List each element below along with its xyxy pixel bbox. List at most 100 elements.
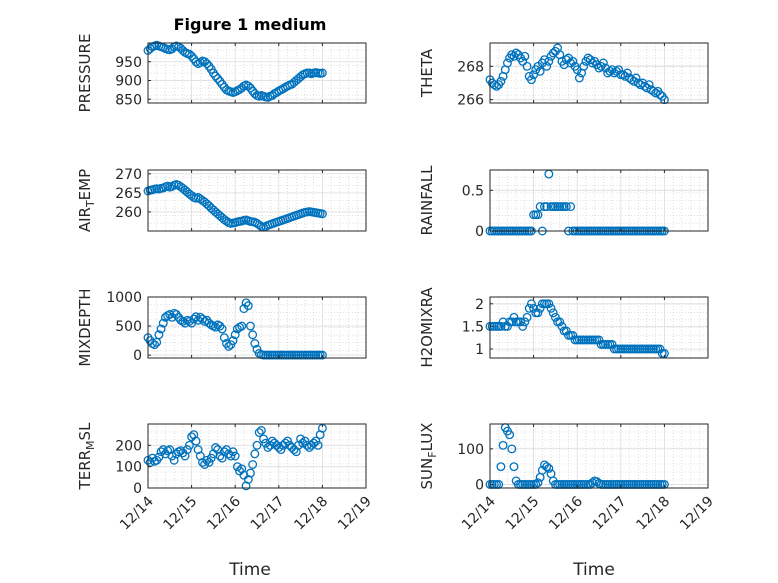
y-axis-label-tail: LUX — [418, 423, 436, 452]
data-point — [622, 68, 632, 78]
data-point — [588, 58, 597, 68]
y-axis-label: TERRMSL — [76, 422, 97, 491]
data-point — [655, 90, 665, 100]
data-point — [184, 440, 194, 450]
data-point — [243, 301, 253, 311]
y-axis-label-subscript: T — [84, 200, 97, 208]
data-point — [202, 59, 212, 69]
data-point — [219, 333, 229, 343]
data-point — [317, 209, 327, 219]
data-point — [226, 451, 236, 461]
data-point — [272, 88, 282, 97]
y-axis-label-main: AIR — [76, 207, 94, 232]
axes-box — [489, 169, 709, 232]
data-point — [520, 51, 530, 61]
data-point — [160, 312, 170, 322]
data-point — [300, 436, 310, 446]
data-point — [317, 350, 327, 360]
data-point — [559, 60, 569, 70]
data-point — [522, 312, 532, 322]
data-point — [191, 436, 201, 446]
data-point — [511, 48, 521, 58]
y-axis-label: PRESSURE — [76, 34, 94, 113]
subplot-mixdepth: 0 500 1000 MIXDEPTH — [76, 288, 367, 367]
data-point — [298, 438, 308, 448]
data-point — [561, 202, 571, 212]
data-point — [243, 81, 253, 91]
data-point — [588, 478, 597, 488]
data-series — [485, 299, 669, 358]
y-axis-label-main: MIXDEPTH — [76, 288, 94, 366]
y-axis-label: MIXDEPTH — [76, 288, 94, 366]
data-point — [250, 339, 260, 348]
data-point — [614, 65, 624, 75]
data-series — [143, 423, 327, 491]
data-point — [211, 71, 221, 81]
axes-box — [147, 169, 367, 232]
y-axis-label-tail: EMP — [76, 169, 94, 200]
data-point — [246, 468, 255, 478]
data-point — [631, 73, 641, 83]
data-point — [518, 56, 528, 66]
data-point — [259, 434, 268, 444]
y-tick-label: 0 — [475, 477, 484, 493]
data-point — [502, 58, 512, 68]
data-point — [228, 336, 238, 346]
y-tick-label: 268 — [457, 59, 484, 75]
y-tick-label: 850 — [115, 92, 142, 108]
y-axis-label: SUNFLUX — [418, 423, 439, 490]
data-point — [250, 449, 260, 459]
data-point — [280, 438, 290, 448]
data-point — [189, 314, 199, 324]
data-point — [544, 463, 554, 473]
data-point — [263, 443, 273, 452]
data-point — [206, 453, 216, 463]
data-point — [311, 436, 321, 446]
y-tick-label: 900 — [115, 74, 142, 90]
data-point — [158, 318, 168, 328]
y-axis-label-main: H2OMIXRA — [418, 287, 436, 368]
data-point — [526, 75, 536, 85]
y-tick-label: 0 — [475, 224, 484, 240]
y-tick-label: 1 — [475, 342, 484, 358]
y-tick-label: 260 — [115, 205, 142, 221]
data-point — [187, 51, 197, 61]
data-point — [156, 447, 166, 457]
data-point — [566, 202, 576, 212]
data-point — [278, 84, 288, 94]
data-point — [509, 462, 519, 472]
data-point — [224, 341, 234, 351]
data-point — [544, 56, 554, 66]
subplot-air_temp: 260 265 270 AIRTEMP — [76, 167, 367, 232]
subplot-pressure: 850 900 950 PRESSURE — [76, 34, 367, 113]
data-point — [230, 451, 240, 461]
data-point — [156, 324, 166, 334]
y-tick-label: 2 — [475, 297, 484, 313]
data-point — [176, 446, 186, 456]
data-point — [544, 299, 554, 309]
axes-box — [489, 296, 709, 359]
data-point — [533, 308, 543, 318]
subplot-rainfall: 0 0.5 RAINFALL — [418, 165, 709, 240]
data-point — [516, 317, 525, 327]
data-point — [184, 316, 194, 326]
y-tick-label: 500 — [115, 319, 142, 335]
y-tick-label: 266 — [457, 93, 484, 109]
data-point — [533, 478, 543, 488]
minor-grid — [490, 170, 708, 231]
data-point — [276, 445, 286, 455]
data-point — [211, 443, 221, 452]
data-point — [548, 48, 558, 58]
data-point — [526, 299, 536, 309]
data-point — [198, 457, 207, 467]
data-point — [217, 324, 227, 334]
y-axis-label-main: THETA — [418, 48, 436, 98]
y-axis-label: AIRTEMP — [76, 169, 97, 232]
axes-box — [147, 42, 367, 104]
y-axis-label: H2OMIXRA — [418, 287, 436, 368]
data-point — [579, 61, 589, 71]
data-point — [219, 447, 229, 457]
data-point — [158, 445, 168, 455]
y-axis-label-main: SUN — [418, 458, 436, 490]
